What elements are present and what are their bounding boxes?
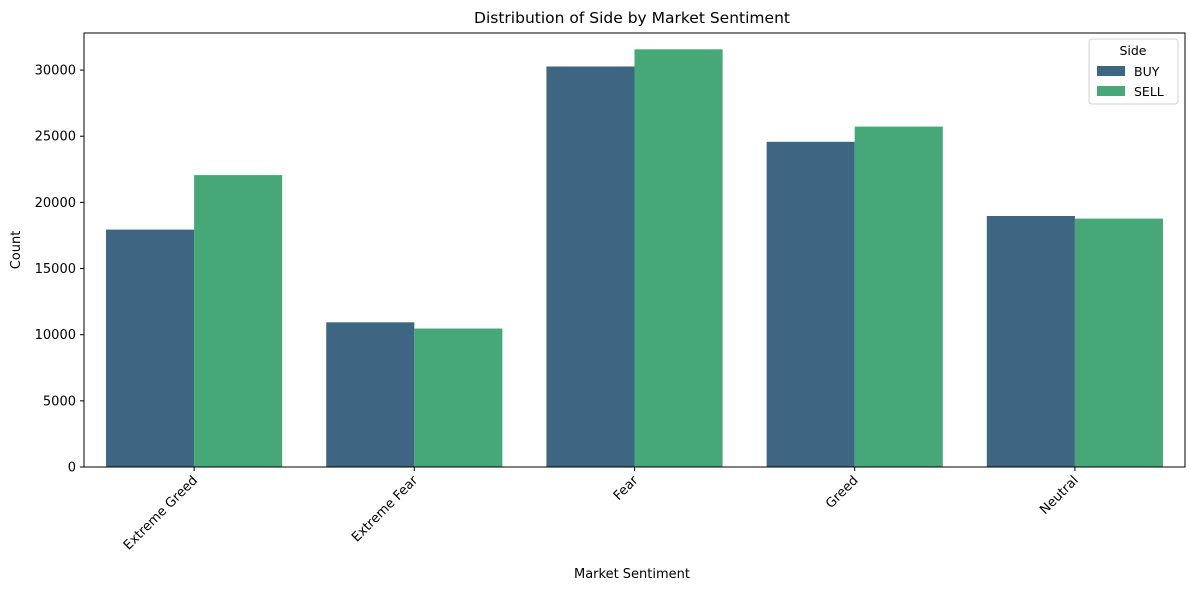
bars-group [106,49,1163,468]
bar-buy-extreme-greed [106,229,195,467]
bar-sell-extreme-fear [414,328,503,467]
y-tick-label: 30000 [35,64,76,79]
y-tick-label: 25000 [35,130,76,145]
bar-sell-extreme-greed [194,175,283,468]
y-tick-label: 10000 [35,328,76,343]
y-tick-label: 15000 [35,262,76,277]
legend-label-buy: BUY [1134,64,1160,79]
y-tick-label: 0 [68,461,76,476]
chart-title: Distribution of Side by Market Sentiment [474,9,790,27]
y-axis-ticks: 0 5000 10000 15000 20000 25000 30000 [35,64,84,476]
legend: Side BUY SELL [1088,38,1179,105]
y-tick-label: 5000 [43,394,76,409]
legend-label-sell: SELL [1134,84,1164,99]
bar-sell-greed [854,126,943,468]
x-tick-label: Extreme Fear [349,473,422,546]
plot-frame [83,32,1186,468]
bar-sell-neutral [1074,218,1163,467]
x-tick-label: Greed [823,473,861,511]
x-tick-label: Extreme Greed [121,473,201,553]
x-tick-label: Fear [611,473,642,504]
legend-title: Side [1119,43,1146,58]
bar-buy-greed [766,141,855,467]
x-tick-label: Neutral [1037,473,1082,518]
legend-swatch-buy [1097,66,1125,76]
y-tick-label: 20000 [35,196,76,211]
bar-buy-neutral [986,216,1075,467]
bar-sell-fear [634,49,723,467]
y-axis-label: Count [9,231,24,270]
bar-buy-extreme-fear [326,322,415,467]
x-axis-label: Market Sentiment [574,567,690,582]
x-axis-ticks: Extreme Greed Extreme Fear Fear Greed Neutra… [121,467,1082,553]
bar-buy-fear [546,66,635,467]
legend-swatch-sell [1097,86,1125,96]
